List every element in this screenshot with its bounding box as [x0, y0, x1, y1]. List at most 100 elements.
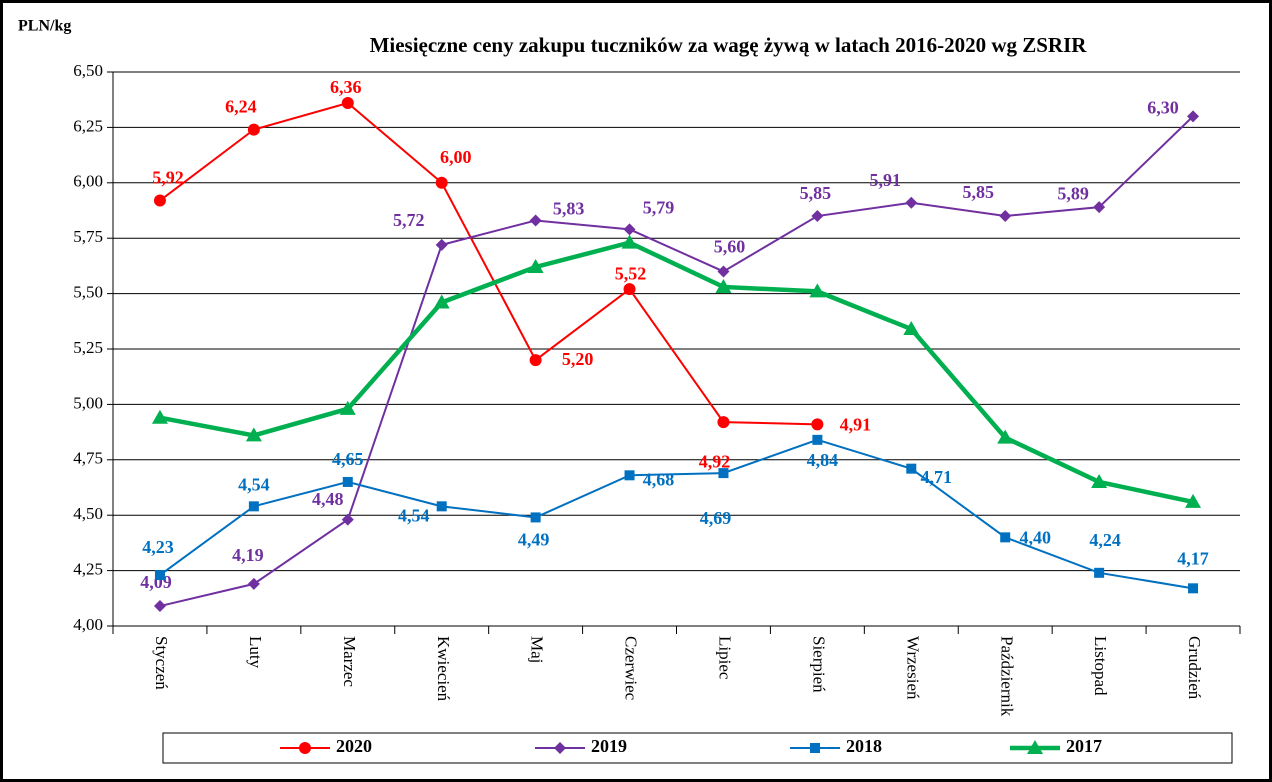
- marker: [245, 427, 262, 442]
- x-tick-label: Czerwiec: [622, 636, 641, 701]
- marker: [530, 512, 541, 523]
- y-tick-label: 4,00: [73, 615, 103, 634]
- data-label: 4,49: [518, 530, 550, 550]
- marker: [621, 234, 638, 249]
- marker: [1091, 473, 1108, 488]
- marker: [812, 434, 823, 445]
- marker: [154, 570, 165, 581]
- chart-title: Miesięczne ceny zakupu tuczników za wagę…: [370, 33, 1088, 57]
- legend-marker: [299, 742, 311, 754]
- marker: [717, 265, 730, 278]
- marker: [1094, 567, 1105, 578]
- marker: [248, 501, 259, 512]
- marker: [529, 214, 542, 227]
- x-tick-label: Sierpień: [809, 636, 828, 693]
- data-label: 5,83: [553, 199, 585, 219]
- data-label: 4,54: [398, 505, 430, 525]
- data-label: 4,71: [921, 467, 953, 487]
- legend-marker: [810, 743, 820, 753]
- marker: [341, 513, 354, 526]
- legend-marker: [1027, 740, 1043, 754]
- marker: [624, 470, 635, 481]
- marker: [997, 429, 1014, 444]
- data-label: 5,92: [152, 168, 184, 188]
- x-tick-label: Wrzesień: [903, 636, 922, 700]
- marker: [247, 577, 260, 590]
- marker: [811, 418, 824, 431]
- marker: [906, 463, 917, 474]
- x-tick-label: Październik: [997, 636, 1016, 717]
- legend-label: 2017: [1066, 736, 1102, 756]
- x-tick-label: Luty: [246, 636, 265, 669]
- marker: [1093, 201, 1106, 214]
- y-tick-label: 4,25: [73, 560, 103, 579]
- y-tick-label: 6,50: [73, 61, 103, 80]
- marker: [1188, 583, 1199, 594]
- x-tick-label: Kwiecień: [434, 636, 453, 702]
- data-label: 6,36: [330, 77, 362, 97]
- marker: [623, 223, 636, 236]
- marker: [247, 123, 260, 136]
- data-label: 4,23: [142, 537, 174, 557]
- y-tick-label: 5,00: [73, 393, 103, 412]
- data-label: 5,60: [714, 237, 746, 257]
- data-label: 6,00: [440, 147, 472, 167]
- x-tick-label: Listopad: [1091, 636, 1110, 696]
- y-tick-label: 6,25: [73, 116, 103, 135]
- legend-label: 2018: [846, 736, 882, 756]
- legend-label: 2020: [336, 736, 372, 756]
- marker: [529, 354, 542, 367]
- y-tick-label: 4,75: [73, 449, 103, 468]
- marker: [527, 259, 544, 274]
- y-axis-label: PLN/kg: [18, 18, 71, 35]
- y-tick-label: 5,50: [73, 283, 103, 302]
- data-label: 5,85: [800, 183, 832, 203]
- marker: [905, 196, 918, 209]
- data-label: 4,24: [1089, 530, 1121, 550]
- data-label: 4,65: [332, 449, 364, 469]
- data-label: 5,72: [393, 210, 425, 230]
- legend-marker: [554, 742, 566, 754]
- marker: [811, 210, 824, 223]
- legend-label: 2019: [591, 736, 627, 756]
- series-line: [159, 115, 1194, 608]
- marker: [717, 416, 730, 429]
- marker: [1000, 532, 1011, 543]
- series-line: [159, 101, 818, 426]
- data-label: 4,17: [1177, 548, 1209, 568]
- y-tick-label: 4,50: [73, 504, 103, 523]
- series-line: [159, 438, 1194, 590]
- marker: [435, 176, 448, 189]
- marker: [1185, 493, 1202, 508]
- data-label: 5,20: [562, 349, 594, 369]
- marker: [151, 409, 168, 424]
- marker: [809, 283, 826, 298]
- marker: [342, 476, 353, 487]
- data-label: 4,69: [700, 508, 732, 528]
- data-label: 4,68: [643, 469, 675, 489]
- data-label: 6,24: [225, 97, 257, 117]
- marker: [435, 238, 448, 251]
- data-label: 4,40: [1019, 527, 1051, 547]
- marker: [903, 321, 920, 336]
- data-label: 5,79: [643, 197, 675, 217]
- data-label: 5,89: [1057, 183, 1089, 203]
- data-label: 6,30: [1147, 97, 1179, 117]
- x-tick-label: Maj: [528, 636, 547, 663]
- data-label: 4,91: [840, 414, 872, 434]
- y-tick-label: 6,00: [73, 172, 103, 191]
- x-tick-label: Grudzień: [1185, 636, 1204, 700]
- data-label: 4,84: [807, 450, 839, 470]
- marker: [715, 278, 732, 293]
- data-label: 4,54: [238, 474, 270, 494]
- y-tick-label: 5,25: [73, 338, 103, 357]
- data-label: 5,91: [870, 170, 902, 190]
- data-label: 4,19: [232, 545, 264, 565]
- marker: [339, 400, 356, 415]
- data-label: 5,52: [615, 263, 647, 283]
- marker: [999, 210, 1012, 223]
- marker: [153, 194, 166, 207]
- x-tick-label: Styczeń: [152, 636, 171, 690]
